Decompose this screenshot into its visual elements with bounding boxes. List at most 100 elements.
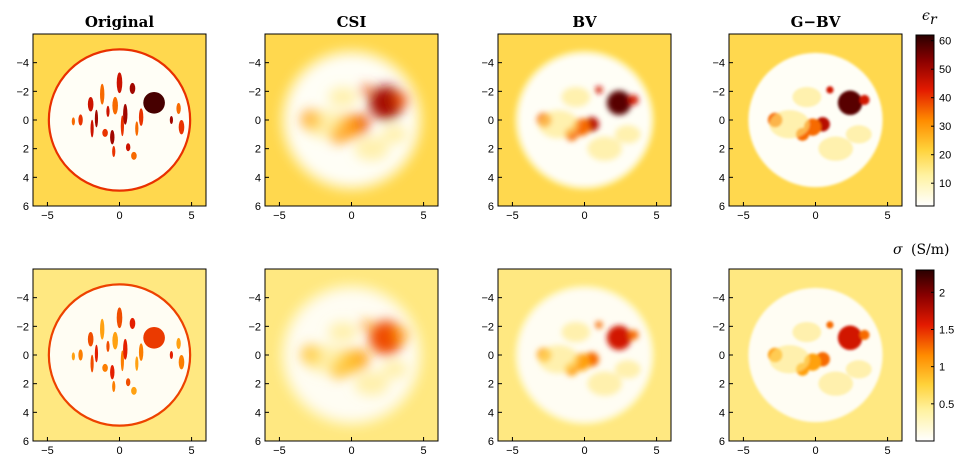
reconstructed-lobe xyxy=(818,371,853,396)
reconstructed-inclusion xyxy=(595,86,603,94)
x-tick-label: 0 xyxy=(812,210,818,222)
inclusion xyxy=(116,307,123,329)
y-tick-label: 4 xyxy=(23,407,29,419)
reconstructed-lobe xyxy=(328,321,358,343)
colorbar-tick-label: 2 xyxy=(939,287,945,299)
inclusion xyxy=(120,350,124,372)
x-tick-label: 0 xyxy=(116,445,122,457)
inclusion xyxy=(169,351,173,359)
x-tick-label: 0 xyxy=(581,445,587,457)
panel-conductivity-3: −5 0 5 −4 −2 0 2 4 6 xyxy=(481,268,672,457)
inclusion xyxy=(102,363,108,372)
y-tick-label: 6 xyxy=(719,436,725,448)
inclusion xyxy=(87,97,94,112)
colorbar-gradient xyxy=(915,269,935,442)
colorbar-title: ϵ xyxy=(922,8,930,24)
colorbar-tick-label: 1.5 xyxy=(939,324,954,336)
y-tick-label: 2 xyxy=(488,379,494,391)
colorbar-tick-label: 10 xyxy=(939,178,951,190)
reconstructed-lobe xyxy=(538,345,579,374)
y-tick-label: −4 xyxy=(16,293,29,305)
inclusion xyxy=(135,121,139,136)
y-tick-label: 4 xyxy=(488,407,494,419)
x-tick-label: 5 xyxy=(421,210,427,222)
panel-conductivity-4: −5 0 5 −4 −2 0 2 4 6 xyxy=(712,268,903,457)
reconstructed-inclusion xyxy=(393,92,408,107)
y-tick-label: −4 xyxy=(16,58,29,70)
y-tick-label: 0 xyxy=(488,115,494,127)
reconstructed-inclusion xyxy=(606,90,632,116)
panel-conductivity-2: −5 0 5 −4 −2 0 2 4 6 xyxy=(248,268,439,457)
y-tick-label: 6 xyxy=(255,436,261,448)
reconstructed-lobe xyxy=(587,136,622,161)
reconstructed-inclusion xyxy=(859,329,870,340)
y-tick-label: 0 xyxy=(488,350,494,362)
inclusion xyxy=(112,96,118,115)
inclusion xyxy=(100,83,105,105)
x-tick-label: 0 xyxy=(581,210,587,222)
inclusion xyxy=(131,386,137,395)
y-tick-label: 2 xyxy=(255,379,261,391)
x-tick-label: 0 xyxy=(348,445,354,457)
inclusion xyxy=(131,151,137,160)
inclusion xyxy=(112,380,116,393)
y-tick-label: 4 xyxy=(255,172,261,184)
y-tick-label: 0 xyxy=(23,115,29,127)
y-tick-label: 2 xyxy=(488,144,494,156)
inclusion xyxy=(106,105,110,117)
inclusion xyxy=(110,130,115,145)
x-tick-label: −5 xyxy=(273,210,286,222)
colorbar-unit: (S/m) xyxy=(911,242,950,258)
inclusion xyxy=(78,349,83,361)
y-tick-label: −4 xyxy=(481,293,494,305)
inclusion xyxy=(112,331,118,350)
y-tick-label: 6 xyxy=(23,201,29,213)
x-tick-label: −5 xyxy=(41,445,54,457)
reconstructed-lobe xyxy=(845,360,872,379)
x-tick-label: 5 xyxy=(654,445,660,457)
y-tick-label: 4 xyxy=(719,407,725,419)
inclusion xyxy=(100,318,105,340)
cylinder-region xyxy=(47,283,192,427)
y-tick-label: 2 xyxy=(23,144,29,156)
reconstructed-lobe xyxy=(381,360,408,379)
reconstructed-inclusion xyxy=(595,321,603,329)
colorbar-tick-label: 40 xyxy=(939,93,951,105)
y-tick-label: −2 xyxy=(712,321,725,333)
inclusion xyxy=(90,354,94,373)
reconstructed-inclusion xyxy=(360,84,371,95)
inclusion xyxy=(87,332,94,347)
panel-title: BV xyxy=(572,13,597,31)
reconstructed-lobe xyxy=(305,345,346,374)
reconstructed-lobe xyxy=(354,136,389,161)
inclusion xyxy=(169,116,173,124)
colorbar-tick-label: 30 xyxy=(939,121,951,133)
y-tick-label: 0 xyxy=(255,350,261,362)
reconstructed-lobe xyxy=(587,371,622,396)
inclusion xyxy=(176,337,181,350)
panel-title: G−BV xyxy=(791,13,841,31)
y-tick-label: 0 xyxy=(23,350,29,362)
y-tick-label: 2 xyxy=(255,144,261,156)
panel-title: CSI xyxy=(337,13,367,31)
reconstructed-lobe xyxy=(614,125,641,144)
x-tick-label: −5 xyxy=(273,445,286,457)
y-tick-label: 0 xyxy=(719,115,725,127)
inclusion xyxy=(120,115,124,137)
inclusion xyxy=(135,356,139,371)
colorbar-tick-label: 60 xyxy=(939,36,951,48)
reconstructed-lobe xyxy=(818,136,853,161)
reconstructed-lobe xyxy=(561,321,591,343)
y-tick-label: −4 xyxy=(712,293,725,305)
reconstructed-lobe xyxy=(614,360,641,379)
colorbar-title-subscript: r xyxy=(930,12,938,28)
reconstructed-inclusion xyxy=(628,329,639,340)
inclusion xyxy=(129,82,136,95)
y-tick-label: 2 xyxy=(23,379,29,391)
y-tick-label: 6 xyxy=(255,201,261,213)
reconstructed-inclusion xyxy=(837,325,863,351)
inclusion xyxy=(125,143,131,152)
large-inclusion xyxy=(143,326,165,349)
reconstructed-lobe xyxy=(305,110,346,139)
inclusion xyxy=(123,103,128,125)
